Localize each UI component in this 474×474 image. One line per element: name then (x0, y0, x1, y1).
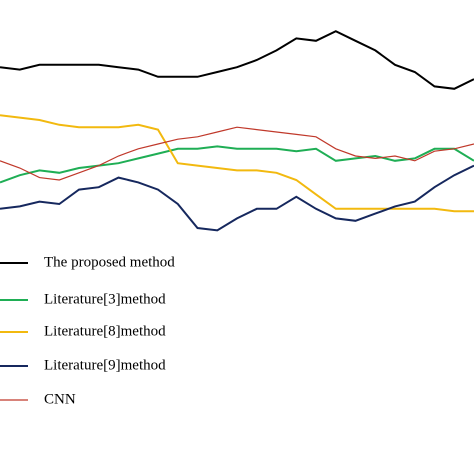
legend-label: Literature[9]method (44, 357, 166, 373)
legend-label: Literature[3]method (44, 291, 166, 307)
legend-label: CNN (44, 391, 76, 407)
series-line (0, 114, 474, 213)
legend-label: The proposed method (44, 254, 175, 270)
series-line (0, 30, 474, 90)
series-line (0, 164, 474, 232)
series-line (0, 126, 474, 181)
series-line (0, 145, 474, 184)
legend-label: Literature[8]method (44, 323, 166, 339)
